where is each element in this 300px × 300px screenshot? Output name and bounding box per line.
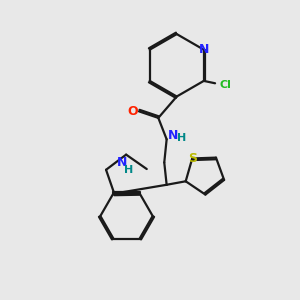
Text: Cl: Cl	[219, 80, 231, 90]
Text: S: S	[188, 152, 197, 165]
Text: H: H	[124, 165, 133, 175]
Text: N: N	[199, 43, 209, 56]
Text: H: H	[178, 133, 187, 143]
Text: N: N	[117, 156, 128, 170]
Text: O: O	[127, 105, 138, 118]
Text: N: N	[167, 129, 178, 142]
